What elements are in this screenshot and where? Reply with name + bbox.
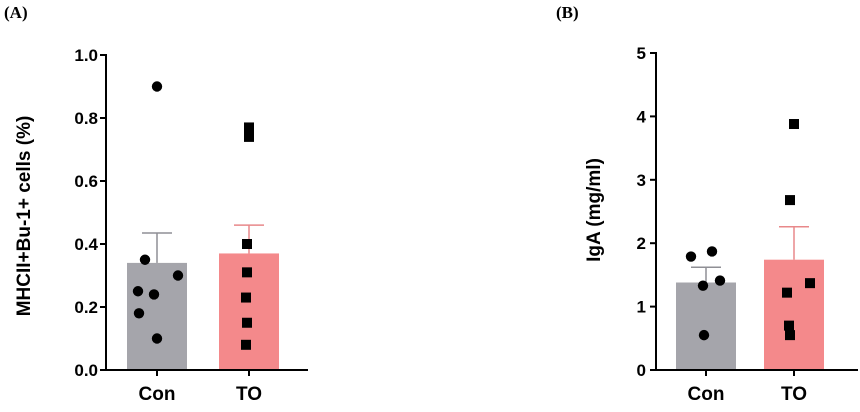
y-tick-label: 2 xyxy=(637,234,646,253)
data-point xyxy=(789,119,799,130)
panel-a: (A) MHCII+Bu-1+ cells (%) 0.00.20.40.60.… xyxy=(4,3,308,405)
data-point xyxy=(784,320,794,331)
data-point xyxy=(697,280,709,291)
data-point xyxy=(241,292,251,303)
data-point xyxy=(242,317,252,328)
x-tick-label: Con xyxy=(688,384,725,405)
panel-b: (B) IgA (mg/ml) 0 1 2 3 4 5 Con TO xyxy=(556,3,858,405)
data-point xyxy=(148,289,160,300)
y-tick-label: 1 xyxy=(637,298,646,317)
y-tick-label: 0.8 xyxy=(74,109,98,128)
y-tick-label: 0.2 xyxy=(74,298,98,317)
data-point xyxy=(241,339,251,350)
x-tick-label: TO xyxy=(781,384,807,405)
y-axis-title: IgA (mg/ml) xyxy=(584,158,605,262)
data-point xyxy=(244,131,254,142)
y-axis-title: MHCII+Bu-1+ cells (%) xyxy=(14,116,35,317)
plot-area: 0 1 2 3 4 5 Con TO xyxy=(637,44,858,405)
data-point xyxy=(133,308,145,319)
data-point xyxy=(698,329,710,341)
panel-label: (A) xyxy=(4,3,28,22)
data-point xyxy=(139,254,151,265)
x-tick-label: TO xyxy=(236,384,262,405)
data-point xyxy=(785,195,795,206)
data-point xyxy=(805,278,815,289)
y-tick-label: 0.0 xyxy=(74,361,98,380)
data-point xyxy=(151,81,163,92)
bar xyxy=(764,259,824,370)
data-point xyxy=(785,330,795,341)
y-tick-label: 0 xyxy=(637,361,646,380)
data-point xyxy=(242,239,252,249)
data-point xyxy=(242,267,252,278)
data-point xyxy=(132,286,144,297)
y-tick-label: 4 xyxy=(637,107,647,126)
plot-area: 0.0 0.2 0.4 0.6 0.8 1.0 Con TO xyxy=(74,46,308,405)
data-point xyxy=(714,275,726,286)
data-point xyxy=(172,270,184,281)
y-tick-label: 1.0 xyxy=(74,46,98,65)
bar xyxy=(676,282,736,370)
y-tick-label: 5 xyxy=(637,44,646,63)
y-tick-label: 0.4 xyxy=(74,235,98,254)
data-point xyxy=(685,251,697,262)
y-tick-label: 0.6 xyxy=(74,172,98,191)
data-point xyxy=(706,246,718,257)
x-tick-label: Con xyxy=(139,384,176,405)
data-point xyxy=(782,287,792,298)
panel-label: (B) xyxy=(556,3,579,22)
data-point xyxy=(151,333,163,344)
data-point xyxy=(244,122,254,133)
y-tick-label: 3 xyxy=(637,171,646,190)
